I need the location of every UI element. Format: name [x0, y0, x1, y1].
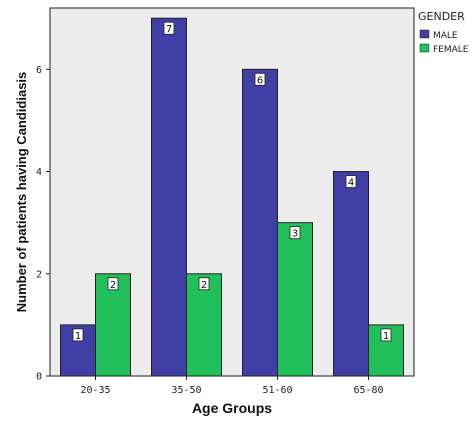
- y-tick-label-4: 4: [36, 167, 42, 178]
- y-tick-label-0: 0: [36, 372, 42, 383]
- legend-label-female: FEMALE: [433, 45, 469, 55]
- data-label-box-male-35-50: [163, 21, 175, 35]
- x-tick-label-51-60: 51-60: [262, 385, 292, 396]
- data-label-box-female-20-35: [107, 277, 119, 291]
- y-tick-label-6: 6: [36, 65, 42, 76]
- data-label-female-65-80: 1: [383, 331, 389, 342]
- bar-female-20-35: [95, 273, 131, 377]
- data-label-male-51-60: 6: [257, 75, 263, 86]
- data-label-box-male-20-35: [72, 328, 84, 342]
- data-label-male-65-80: 4: [348, 178, 354, 189]
- x-tick-label-35-50: 35-50: [171, 385, 201, 396]
- y-axis-title: Number of patients having Candidiasis: [14, 72, 29, 313]
- bar-male-51-60: [242, 68, 278, 377]
- data-label-box-female-51-60: [289, 226, 301, 240]
- data-label-female-35-50: 2: [201, 280, 207, 291]
- legend-swatch-male: [419, 29, 430, 39]
- legend-label-male: MALE: [433, 31, 458, 41]
- bar-male-65-80: [333, 171, 369, 377]
- data-label-box-female-35-50: [198, 277, 210, 291]
- legend-title: GENDER: [418, 10, 465, 23]
- x-axis-title: Age Groups: [192, 400, 272, 416]
- data-label-male-35-50: 7: [166, 24, 172, 35]
- x-tick-label-20-35: 20-35: [80, 385, 110, 396]
- x-tick-label-65-80: 65-80: [353, 385, 383, 396]
- data-label-box-male-51-60: [254, 72, 266, 86]
- bar-male-35-50: [151, 17, 187, 377]
- data-label-female-20-35: 2: [110, 280, 116, 291]
- data-label-female-51-60: 3: [292, 229, 298, 240]
- data-label-male-20-35: 1: [75, 331, 81, 342]
- legend: GENDER MALE FEMALE: [418, 10, 469, 55]
- bars-layer: [60, 17, 404, 377]
- bar-female-51-60: [277, 222, 313, 377]
- data-label-box-female-65-80: [380, 328, 392, 342]
- legend-swatch-female: [419, 43, 430, 53]
- data-label-box-male-65-80: [345, 175, 357, 188]
- y-tick-label-2: 2: [36, 269, 42, 280]
- axes-layer: 20-35 35-50 51-60 65-80 0 2 4 6: [36, 8, 414, 396]
